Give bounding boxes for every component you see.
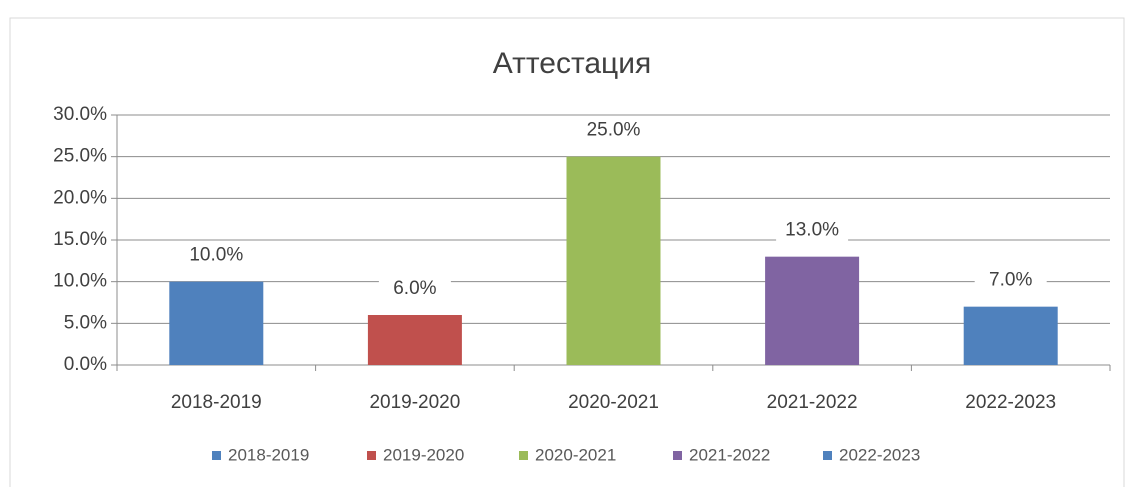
bar (169, 281, 264, 365)
y-tick-label: 30.0% (53, 104, 107, 125)
bar (963, 306, 1058, 365)
x-tick-label: 2021-2022 (767, 392, 858, 413)
y-tick-label: 25.0% (53, 146, 107, 167)
data-label: 10.0% (189, 245, 243, 266)
x-tick-label: 2022-2023 (965, 392, 1056, 413)
y-tick-label: 10.0% (53, 271, 107, 292)
y-tick-label: 0.0% (64, 354, 107, 375)
x-tick-label: 2019-2020 (369, 392, 460, 413)
data-label-bg (776, 218, 849, 243)
data-label-bg (378, 277, 451, 301)
data-label-bg (974, 268, 1047, 293)
chart-border (9, 17, 1125, 487)
legend-text: 2021-2022 (689, 445, 770, 464)
legend-marker (212, 451, 221, 460)
data-label: 7.0% (989, 270, 1032, 291)
data-label: 25.0% (587, 120, 641, 141)
x-tick-label: 2018-2019 (171, 392, 262, 413)
data-label-bg (577, 118, 650, 143)
legend-text: 2022-2023 (839, 445, 920, 464)
y-tick-label: 20.0% (53, 187, 107, 208)
legend-marker (367, 451, 376, 460)
y-tick-label: 15.0% (53, 229, 107, 250)
legend-marker (823, 451, 832, 460)
legend-text: 2018-2019 (228, 445, 309, 464)
chart-title: Аттестация (493, 47, 651, 80)
bar (367, 315, 462, 365)
legend-text: 2019-2020 (383, 445, 464, 464)
x-tick-label: 2020-2021 (568, 392, 659, 413)
data-label: 13.0% (785, 220, 839, 241)
data-label: 6.0% (393, 278, 436, 299)
legend-marker (673, 451, 682, 460)
bar (765, 256, 860, 365)
y-tick-label: 5.0% (64, 312, 107, 333)
data-label-bg (180, 243, 253, 268)
legend-text: 2020-2021 (535, 445, 616, 464)
bar (566, 156, 661, 365)
legend-marker (519, 451, 528, 460)
